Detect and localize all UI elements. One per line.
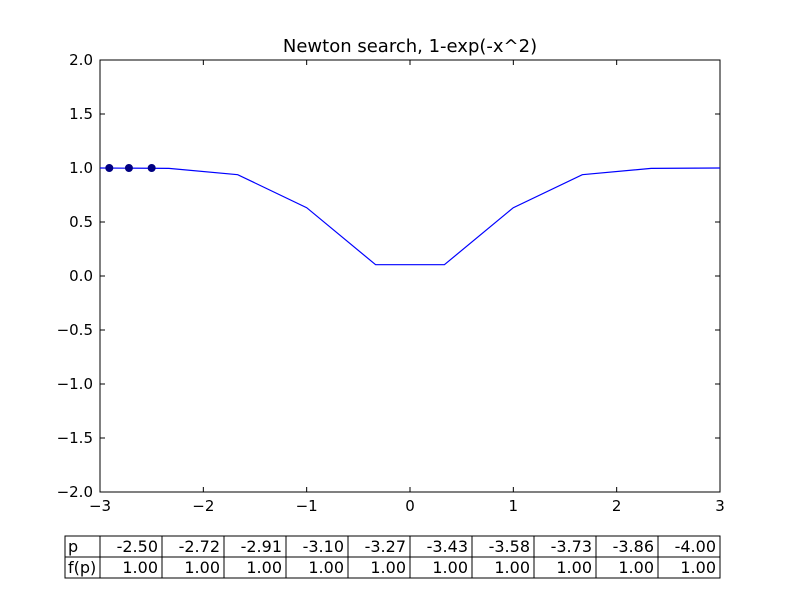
data-table: p -2.50 -2.72 -2.91 -3.10 -3.27 -3.43 -3.58 -3.7… (64, 535, 721, 579)
table-cell (657, 556, 721, 579)
table-value: -3.10 (303, 537, 344, 556)
y-tick-label: −2.0 (57, 483, 93, 501)
table-value: 1.00 (618, 558, 654, 577)
y-tick-label: 0.0 (69, 267, 93, 285)
y-tick-label: 2.0 (69, 51, 93, 69)
x-tick-label: 1 (509, 497, 519, 515)
table-value: -3.86 (613, 537, 654, 556)
y-tick-label: −1.0 (57, 375, 93, 393)
table-row-label: f(p) (68, 558, 96, 577)
x-tick-label: −3 (89, 497, 111, 515)
plot-frame (99, 59, 721, 493)
series-line (99, 167, 721, 266)
x-tick-label: −2 (192, 497, 214, 515)
table-value: 1.00 (370, 558, 406, 577)
table-value: 1.00 (556, 558, 592, 577)
x-tick-label: 3 (715, 497, 725, 515)
table-value: -2.50 (117, 537, 158, 556)
table-value: -3.43 (427, 537, 468, 556)
y-tick-label: 1.5 (69, 105, 93, 123)
table-value: -2.72 (179, 537, 220, 556)
table-row-label: p (68, 537, 78, 556)
table-value: -3.58 (489, 537, 530, 556)
x-tick-label: −1 (296, 497, 318, 515)
table-value: 1.00 (246, 558, 282, 577)
table-value: -3.27 (365, 537, 406, 556)
table-value: 1.00 (184, 558, 220, 577)
data-point (147, 164, 156, 172)
table-value: -4.00 (675, 537, 716, 556)
chart-title: Newton search, 1-exp(-x^2) (283, 36, 537, 57)
table-value: 1.00 (494, 558, 530, 577)
y-tick-label: −1.5 (57, 429, 93, 447)
y-tick-label: 0.5 (69, 213, 93, 231)
table-value: 1.00 (122, 558, 158, 577)
y-tick-label: −0.5 (57, 321, 93, 339)
data-point (124, 164, 133, 172)
x-tick-label: 2 (612, 497, 622, 515)
x-tick-label: 0 (405, 497, 415, 515)
y-tick-label: 1.0 (69, 159, 93, 177)
table-value: 1.00 (432, 558, 468, 577)
table-value: 1.00 (308, 558, 344, 577)
data-point (105, 164, 114, 172)
table-value: -3.73 (551, 537, 592, 556)
table-value: -2.91 (241, 537, 282, 556)
plot-area: −3 −2 −1 0 1 2 3 −2.0 −1.5 −1.0 −0.5 0.0 0.5 1.0 1.5 2.… (57, 51, 725, 515)
table-value: 1.00 (680, 558, 716, 577)
